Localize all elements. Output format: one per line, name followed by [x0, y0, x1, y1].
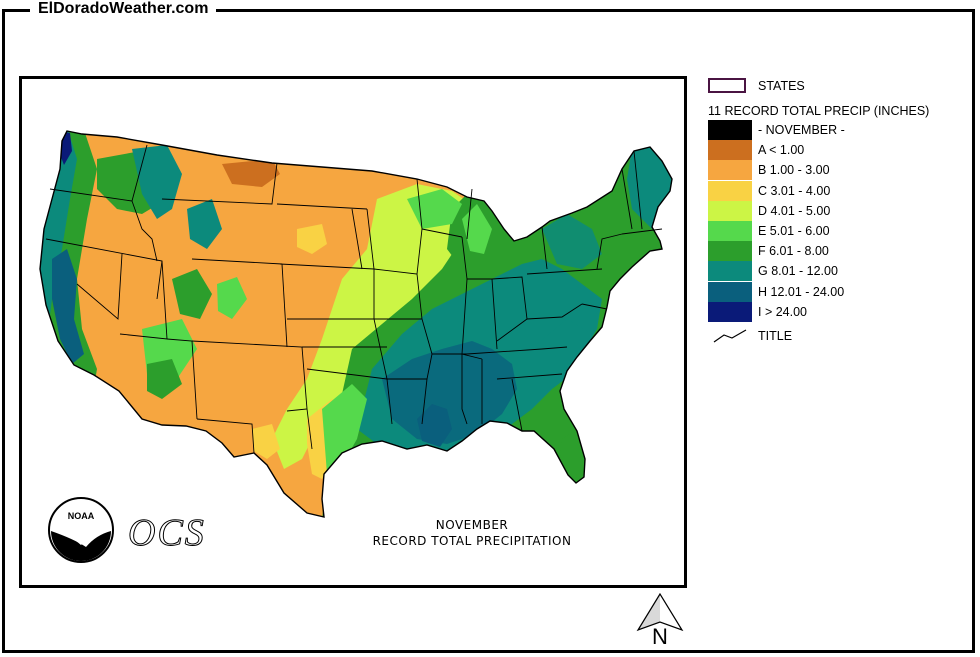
legend-item: I > 24.00 — [708, 301, 968, 322]
legend-item: F 6.01 - 8.00 — [708, 241, 968, 262]
map-caption: NOVEMBER RECORD TOTAL PRECIPITATION — [362, 517, 582, 549]
map-panel: NOAA OCS NOVEMBER RECORD TOTAL PRECIPITA… — [19, 76, 687, 588]
ocs-logo: OCS — [128, 512, 206, 555]
legend-item-label: A < 1.00 — [758, 143, 805, 158]
legend-item: B 1.00 - 3.00 — [708, 160, 968, 181]
legend-item-label: - NOVEMBER - — [758, 123, 845, 137]
legend-item: E 5.01 - 6.00 — [708, 220, 968, 241]
state-boundaries — [39, 130, 673, 518]
legend-swatch — [708, 160, 752, 181]
legend-item: A < 1.00 — [708, 140, 968, 161]
legend-item-label: D 4.01 - 5.00 — [758, 203, 831, 218]
legend-item: D 4.01 - 5.00 — [708, 200, 968, 221]
legend-states-label: STATES — [758, 79, 805, 93]
legend-item-label: I > 24.00 — [758, 304, 807, 319]
legend-swatch — [708, 180, 752, 201]
legend-item: C 3.01 - 4.00 — [708, 180, 968, 201]
legend-item-label: H 12.01 - 24.00 — [758, 284, 845, 299]
legend-swatch — [708, 261, 752, 282]
caption-month: NOVEMBER — [435, 518, 509, 532]
legend-swatch — [708, 281, 752, 302]
line-symbol-icon — [713, 329, 747, 343]
legend-item: H 12.01 - 24.00 — [708, 281, 968, 302]
legend-item-label: G 8.01 - 12.00 — [758, 264, 838, 279]
legend-item-label: B 1.00 - 3.00 — [758, 163, 830, 178]
legend-line-label: TITLE — [758, 328, 793, 343]
legend-title-line-entry: TITLE — [708, 324, 968, 346]
legend-item-label: E 5.01 - 6.00 — [758, 223, 830, 238]
legend-title: 11 RECORD TOTAL PRECIP (INCHES) — [708, 104, 930, 118]
noaa-logo-text: NOAA — [68, 511, 95, 521]
states-swatch — [708, 78, 746, 93]
legend-swatch — [708, 301, 752, 322]
legend-swatch — [708, 241, 752, 262]
legend-item: G 8.01 - 12.00 — [708, 261, 968, 282]
caption-description: RECORD TOTAL PRECIPITATION — [372, 534, 572, 548]
legend-item-label: F 6.01 - 8.00 — [758, 244, 829, 259]
precip-zones — [40, 131, 672, 517]
legend-states-entry: STATES — [708, 76, 968, 98]
legend-swatch — [708, 140, 752, 161]
legend-swatch — [708, 200, 752, 221]
legend-swatch — [708, 120, 752, 140]
precipitation-map — [39, 130, 673, 518]
legend: STATES 11 RECORD TOTAL PRECIP (INCHES) -… — [708, 76, 968, 346]
noaa-logo: NOAA — [48, 497, 114, 563]
site-title: ElDoradoWeather.com — [30, 0, 217, 18]
legend-swatch — [708, 220, 752, 241]
north-arrow-icon — [636, 592, 684, 632]
legend-rows: - NOVEMBER - A < 1.00 B 1.00 - 3.00 C 3.01 … — [708, 120, 968, 322]
legend-item: - NOVEMBER - — [708, 120, 968, 140]
north-label: N — [652, 624, 668, 649]
legend-item-label: C 3.01 - 4.00 — [758, 183, 831, 198]
